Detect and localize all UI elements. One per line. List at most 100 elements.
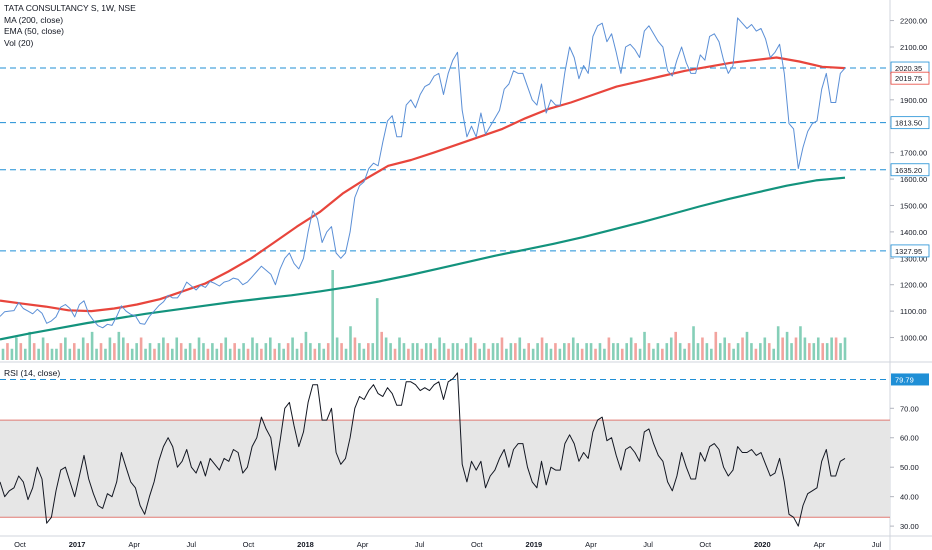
price-tick-label: 1000.00	[900, 334, 927, 343]
volume-bar	[135, 343, 138, 360]
volume-bar	[674, 331, 678, 360]
volume-bar	[843, 337, 847, 360]
price-tick-label: 2100.00	[900, 43, 927, 52]
volume-bar	[72, 343, 76, 360]
volume-bar	[701, 337, 704, 360]
volume-bar	[193, 348, 196, 360]
volume-bar	[318, 343, 321, 360]
volume-bar	[255, 343, 259, 360]
volume-bar	[669, 337, 673, 360]
price-tick-label: 1300.00	[900, 254, 927, 263]
volume-bar	[295, 348, 299, 360]
volume-bar	[776, 326, 780, 360]
price-tick-label: 1200.00	[900, 281, 927, 290]
time-tick-label: Jul	[415, 540, 425, 549]
volume-bar	[603, 348, 606, 360]
volume-bar	[237, 348, 241, 360]
volume-bar	[616, 343, 620, 360]
price-path	[0, 17, 846, 329]
price-level-tag: 2020.35	[895, 64, 922, 73]
price-level-tag: 1327.95	[895, 247, 922, 256]
volume-bar	[429, 343, 432, 360]
volume-bar	[799, 326, 802, 360]
volume-bar	[643, 331, 646, 360]
volume-bar	[509, 343, 513, 360]
price-tick-label: 1500.00	[900, 201, 927, 210]
volume-bar	[598, 343, 602, 360]
volume-bar	[536, 343, 539, 360]
ema-50-path	[0, 56, 846, 313]
volume-bar	[460, 348, 464, 360]
volume-bar	[585, 343, 588, 360]
price-tick-label: 1100.00	[900, 307, 927, 316]
volume-bar	[197, 337, 201, 360]
volume-bar	[411, 343, 415, 360]
time-tick-label: 2019	[526, 540, 543, 549]
volume-bar	[371, 343, 375, 360]
price-level-tag: 1635.20	[895, 166, 922, 175]
volume-bar	[549, 348, 553, 360]
rsi-line	[0, 372, 846, 527]
volume-bar	[402, 343, 406, 360]
volume-bar	[505, 348, 508, 360]
volume-bar	[812, 343, 816, 360]
volume-bar	[344, 348, 348, 360]
volume-bar	[522, 348, 526, 360]
volume-bar	[1, 348, 5, 360]
chart-title: TATA CONSULTANCY S, 1W, NSE	[4, 3, 136, 13]
volume-bar	[273, 348, 277, 360]
volume-bar	[398, 337, 401, 360]
volume-bar	[81, 337, 85, 360]
volume-bar	[473, 343, 477, 360]
volume-bar	[563, 343, 566, 360]
volume-bar	[32, 343, 36, 360]
volume-bar	[393, 348, 397, 360]
volume-bar	[179, 343, 183, 360]
rsi-tick-label: 30.00	[900, 522, 919, 531]
time-tick-label: Apr	[585, 540, 597, 549]
volume-bar	[759, 343, 762, 360]
volume-bar	[451, 343, 455, 360]
volume-bar	[496, 343, 499, 360]
price-tick-label: 1400.00	[900, 228, 927, 237]
volume-bar	[487, 348, 490, 360]
volume-bar	[126, 343, 130, 360]
volume-bar	[50, 348, 54, 360]
volume-bar	[612, 343, 615, 360]
volume-bar	[620, 348, 624, 360]
volume-bar	[68, 348, 72, 360]
price-level-tag-bg	[890, 163, 930, 177]
volume-bar	[830, 337, 833, 360]
volume-bar	[407, 348, 410, 360]
volume-bar	[772, 348, 776, 360]
volume-bar	[456, 343, 459, 360]
volume-bar	[571, 337, 575, 360]
volume-bar	[10, 348, 14, 360]
volume-bar	[741, 337, 744, 360]
volume-bar	[531, 348, 535, 360]
volume-bar	[117, 331, 121, 360]
rsi-tick-label: 40.00	[900, 493, 919, 502]
volume-bar	[594, 348, 597, 360]
volume-bar	[269, 337, 272, 360]
volume-bar	[821, 343, 825, 360]
volume-bar	[184, 348, 187, 360]
price-level-tag-bg	[890, 116, 930, 130]
volume-bar	[37, 348, 40, 360]
volume-bar	[781, 337, 784, 360]
volume-bar	[442, 343, 446, 360]
time-tick-label: 2018	[297, 540, 314, 549]
volume-bar	[228, 348, 232, 360]
volume-bar	[736, 343, 740, 360]
volume-bar	[353, 337, 357, 360]
volume-bar	[335, 337, 339, 360]
volume-bar	[745, 331, 749, 360]
volume-bar	[554, 343, 557, 360]
volume-bar	[629, 337, 633, 360]
time-tick-label: 2017	[69, 540, 86, 549]
volume-bar	[656, 343, 660, 360]
volume-bar	[162, 337, 165, 360]
time-tick-label: Oct	[699, 540, 712, 549]
volume-bars	[1, 270, 847, 360]
volume-bar	[264, 343, 268, 360]
